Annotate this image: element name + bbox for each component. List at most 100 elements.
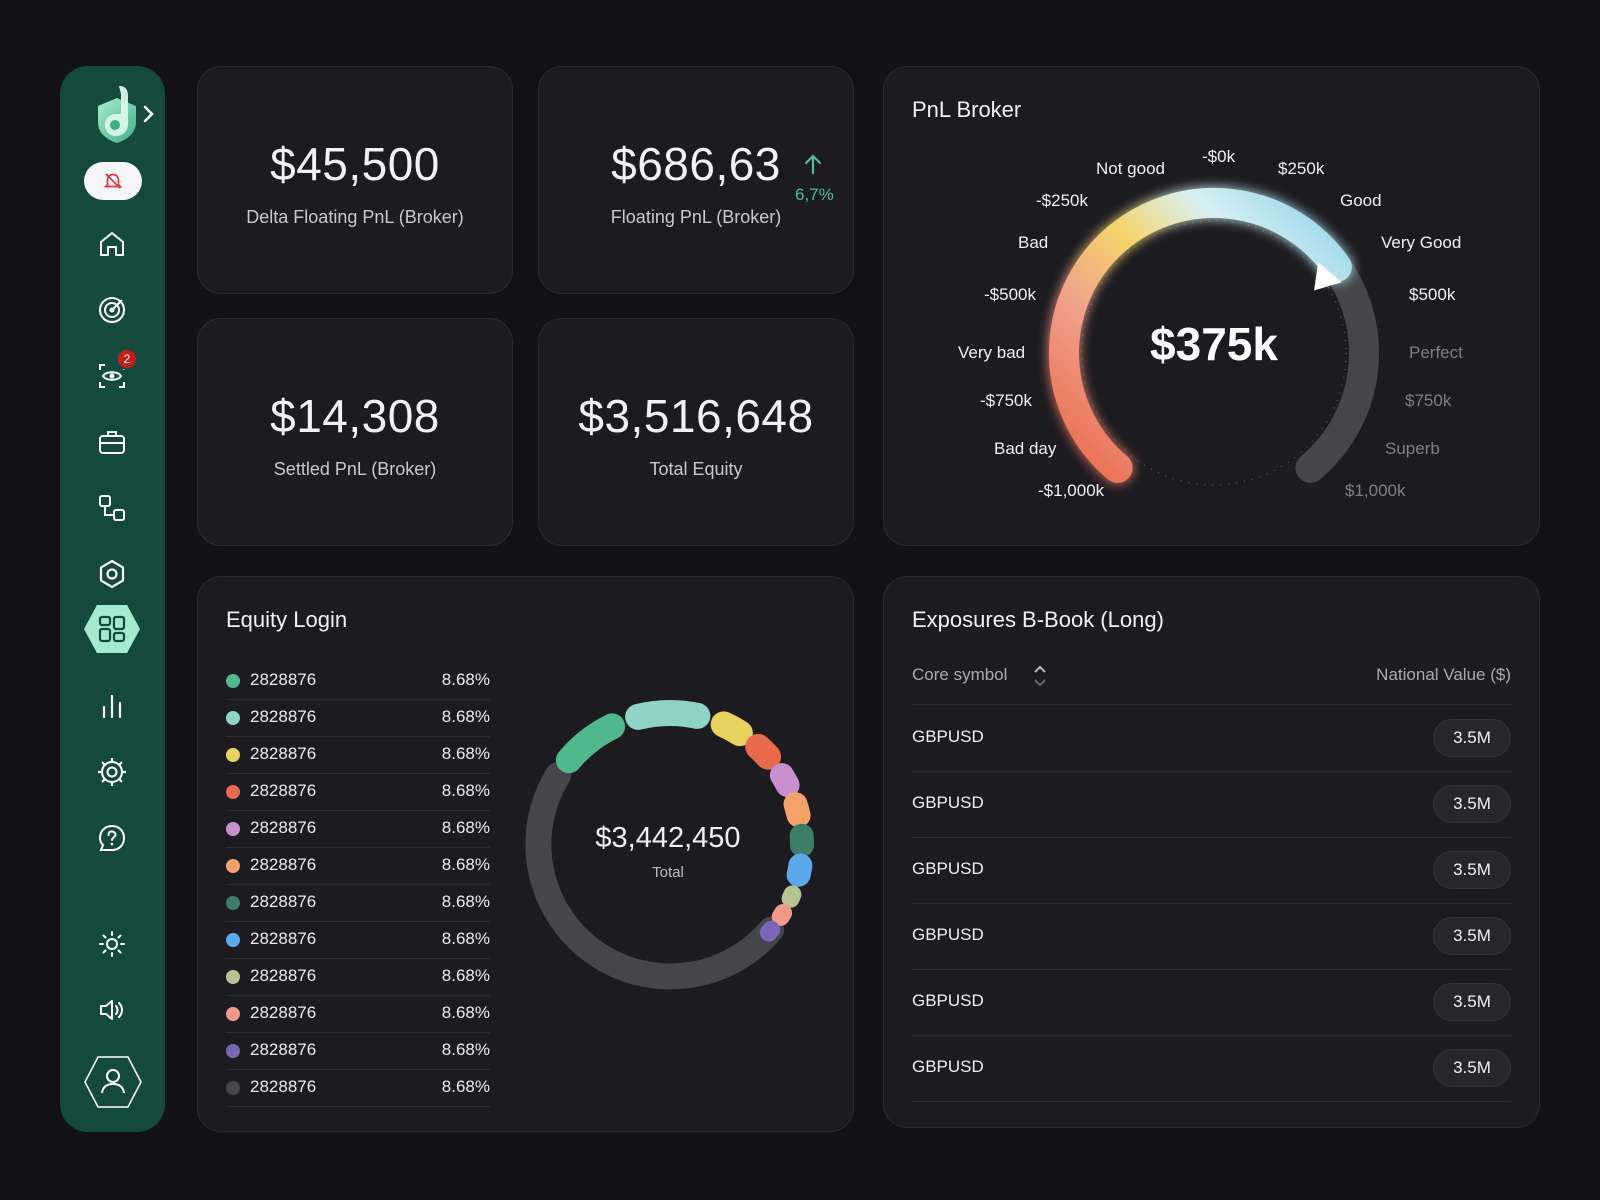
equity-row[interactable]: 2828876 8.68% — [226, 663, 490, 700]
donut-segment[interactable] — [555, 713, 626, 774]
nav-dashboard-active[interactable] — [83, 604, 141, 654]
workflow-icon — [99, 495, 125, 521]
nav-radar[interactable] — [92, 290, 132, 330]
nav-portfolio[interactable] — [92, 422, 132, 462]
table-header-divider — [912, 704, 1511, 705]
equity-row[interactable]: 2828876 8.68% — [226, 848, 490, 885]
equity-total-value: $3,442,450 — [595, 822, 741, 854]
national-value-pill: 3.5M — [1433, 785, 1511, 823]
equity-login-id: 2828876 — [250, 781, 317, 800]
donut-segment[interactable] — [625, 700, 711, 730]
legend-dot — [226, 822, 240, 836]
gauge-label-very-good: Very Good — [1381, 233, 1462, 252]
sun-icon — [99, 931, 125, 957]
speaker-icon — [100, 1000, 123, 1020]
col-national-value: National Value ($) — [1376, 665, 1511, 684]
equity-login-pct: 8.68% — [441, 1077, 490, 1096]
delta-floating-pnl-label: Delta Floating PnL (Broker) — [246, 207, 464, 227]
expand-chevron-icon[interactable] — [140, 102, 158, 126]
equity-row[interactable]: 2828876 8.68% — [226, 959, 490, 996]
total-equity-value: $3,516,648 — [578, 390, 814, 442]
sound-toggle[interactable] — [92, 990, 132, 1030]
donut-segment[interactable] — [759, 920, 781, 942]
equity-row[interactable]: 2828876 8.68% — [226, 811, 490, 848]
theme-toggle[interactable] — [92, 924, 132, 964]
nav-analytics[interactable] — [92, 686, 132, 726]
table-row[interactable]: GBPUSD 3.5M — [912, 903, 1511, 970]
gauge-label-pos250: $250k — [1278, 159, 1325, 178]
sort-icon[interactable] — [1032, 663, 1048, 689]
settled-pnl-label: Settled PnL (Broker) — [273, 459, 437, 479]
donut-segment[interactable] — [769, 763, 800, 798]
dashboard-icon — [98, 615, 126, 643]
gauge-label-superb: Superb — [1385, 439, 1440, 458]
gauge-label-not-good: Not good — [1096, 159, 1165, 178]
national-value-pill: 3.5M — [1433, 983, 1511, 1021]
gauge-label-neg250: -$250k — [1036, 191, 1088, 210]
settled-pnl-value: $14,308 — [270, 390, 440, 442]
table-row[interactable]: GBPUSD 3.5M — [912, 705, 1511, 772]
exposures-title: Exposures B-Book (Long) — [912, 607, 1164, 632]
legend-dot — [226, 1007, 240, 1021]
donut-segment[interactable] — [771, 904, 793, 926]
table-row[interactable]: GBPUSD 3.5M — [912, 771, 1511, 838]
national-value-pill: 3.5M — [1433, 851, 1511, 889]
app-logo-icon[interactable] — [92, 84, 142, 144]
bar-chart-icon — [102, 694, 122, 719]
nav-settings[interactable] — [92, 752, 132, 792]
equity-row[interactable]: 2828876 8.68% — [226, 922, 490, 959]
equity-row[interactable]: 2828876 8.68% — [226, 885, 490, 922]
equity-login-title: Equity Login — [226, 607, 348, 632]
gauge-label-good: Good — [1340, 191, 1382, 210]
notifications-toggle[interactable] — [84, 162, 142, 200]
equity-row[interactable]: 2828876 8.68% — [226, 1070, 490, 1107]
legend-dot — [226, 859, 240, 873]
floating-pnl-trend: 6,7% — [795, 185, 834, 204]
legend-dot — [226, 1081, 240, 1095]
equity-login-pct: 8.68% — [441, 781, 490, 800]
gauge-label-neg1000: -$1,000k — [1038, 481, 1105, 500]
equity-login-id: 2828876 — [250, 1040, 317, 1059]
legend-dot — [226, 1044, 240, 1058]
equity-row[interactable]: 2828876 8.68% — [226, 774, 490, 811]
table-row[interactable]: GBPUSD 3.5M — [912, 837, 1511, 904]
donut-segment[interactable] — [783, 792, 811, 828]
core-symbol-cell: GBPUSD — [912, 859, 984, 878]
floating-pnl-label: Floating PnL (Broker) — [610, 207, 782, 227]
national-value-pill: 3.5M — [1433, 917, 1511, 955]
col-core-symbol[interactable]: Core symbol — [912, 665, 1046, 687]
nav-home[interactable] — [92, 224, 132, 264]
user-avatar[interactable] — [84, 1056, 142, 1108]
gauge-label-neg750: -$750k — [980, 391, 1032, 410]
equity-login-pct: 8.68% — [441, 670, 490, 689]
equity-login-pct: 8.68% — [441, 707, 490, 726]
equity-login-id: 2828876 — [250, 966, 317, 985]
equity-login-pct: 8.68% — [441, 1040, 490, 1059]
nav-workflow[interactable] — [92, 488, 132, 528]
nav-hexagon[interactable] — [92, 554, 132, 594]
nav-help[interactable] — [92, 818, 132, 858]
legend-dot — [226, 896, 240, 910]
donut-segment[interactable] — [786, 853, 813, 887]
table-row[interactable]: GBPUSD 3.5M — [912, 969, 1511, 1036]
equity-login-id: 2828876 — [250, 892, 317, 911]
floating-pnl-card: $686,63 Floating PnL (Broker) 6,7% — [538, 66, 854, 294]
legend-dot — [226, 748, 240, 762]
delta-floating-pnl-card: $45,500 Delta Floating PnL (Broker) — [197, 66, 513, 294]
donut-track — [525, 762, 785, 990]
core-symbol-cell: GBPUSD — [912, 1057, 984, 1076]
equity-row[interactable]: 2828876 8.68% — [226, 1033, 490, 1070]
equity-row[interactable]: 2828876 8.68% — [226, 737, 490, 774]
gauge-value-arc — [1048, 188, 1352, 483]
pnl-gauge-value: $375k — [1150, 318, 1278, 370]
equity-login-pct: 8.68% — [441, 818, 490, 837]
table-row[interactable]: GBPUSD 3.5M — [912, 1035, 1511, 1102]
donut-segment[interactable] — [745, 733, 782, 770]
gauge-label-pos500: $500k — [1409, 285, 1456, 304]
equity-row[interactable]: 2828876 8.68% — [226, 996, 490, 1033]
equity-login-id: 2828876 — [250, 855, 317, 874]
equity-row[interactable]: 2828876 8.68% — [226, 700, 490, 737]
donut-segment[interactable] — [781, 885, 802, 908]
notification-badge: 2 — [116, 348, 138, 370]
donut-segment[interactable] — [710, 711, 753, 747]
